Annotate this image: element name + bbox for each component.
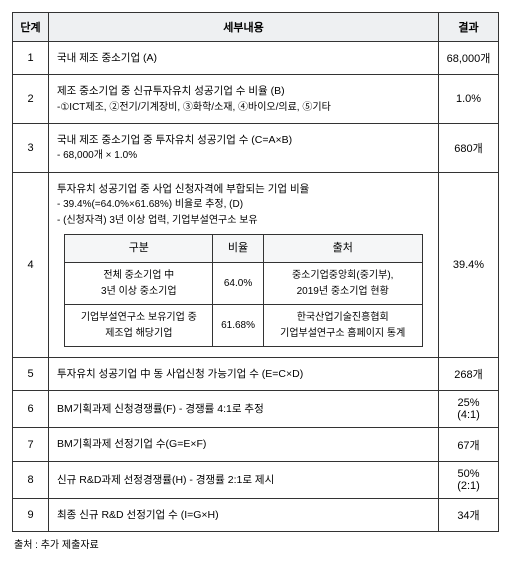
detail-line: 신규 R&D과제 선정경쟁률(H) - 경쟁률 2:1로 제시 — [57, 472, 430, 488]
result-cell: 39.4% — [439, 172, 499, 357]
inner-cell: 64.0% — [213, 263, 264, 305]
table-row: 9 최종 신규 R&D 선정기업 수 (I=G×H) 34개 — [13, 498, 499, 531]
main-table: 단계 세부내용 결과 1국내 제조 중소기업 (A)68,000개2제조 중소기… — [12, 12, 499, 532]
step-cell: 7 — [13, 428, 49, 461]
table-row: 2제조 중소기업 중 신규투자유치 성공기업 수 비율 (B)-①ICT제조, … — [13, 75, 499, 124]
step-cell: 2 — [13, 75, 49, 124]
inner-cell: 기업부설연구소 보유기업 중 제조업 해당기업 — [65, 305, 213, 347]
inner-header: 비율 — [213, 235, 264, 263]
detail-line: - 39.4%(=64.0%×61.68%) 비율로 추정, (D) — [57, 197, 430, 213]
inner-cell: 한국산업기술진흥협회 기업부설연구소 홈페이지 통계 — [263, 305, 422, 347]
source-note: 출처 : 추가 제출자료 — [12, 536, 499, 551]
inner-table: 구분비율출처전체 중소기업 中 3년 이상 중소기업64.0%중소기업중앙회(중… — [64, 234, 422, 347]
detail-cell: 투자유치 성공기업 중 사업 신청자격에 부합되는 기업 비율- 39.4%(=… — [49, 172, 439, 357]
step-cell: 5 — [13, 358, 49, 391]
detail-cell: BM기획과제 신청경쟁률(F) - 경쟁률 4:1로 추정 — [49, 391, 439, 428]
inner-cell: 전체 중소기업 中 3년 이상 중소기업 — [65, 263, 213, 305]
table-row: 1 국내 제조 중소기업 (A) 68,000개 — [13, 42, 499, 75]
table-row: 4투자유치 성공기업 중 사업 신청자격에 부합되는 기업 비율- 39.4%(… — [13, 172, 499, 357]
header-detail: 세부내용 — [49, 13, 439, 42]
header-step: 단계 — [13, 13, 49, 42]
step-cell: 3 — [13, 124, 49, 173]
result-cell: 25% (4:1) — [439, 391, 499, 428]
step-cell: 1 — [13, 42, 49, 75]
step-cell: 8 — [13, 461, 49, 498]
detail-cell: 국내 제조 중소기업 중 투자유치 성공기업 수 (C=A×B)- 68,000… — [49, 124, 439, 173]
table-row: 7 BM기획과제 선정기업 수(G=E×F) 67개 — [13, 428, 499, 461]
result-cell: 67개 — [439, 428, 499, 461]
result-cell: 1.0% — [439, 75, 499, 124]
table-row: 6 BM기획과제 신청경쟁률(F) - 경쟁률 4:1로 추정 25% (4:1) — [13, 391, 499, 428]
inner-header: 구분 — [65, 235, 213, 263]
detail-line: 국내 제조 중소기업 중 투자유치 성공기업 수 (C=A×B) — [57, 132, 430, 148]
detail-cell: 국내 제조 중소기업 (A) — [49, 42, 439, 75]
result-cell: 680개 — [439, 124, 499, 173]
header-result: 결과 — [439, 13, 499, 42]
detail-cell: 최종 신규 R&D 선정기업 수 (I=G×H) — [49, 498, 439, 531]
inner-cell: 중소기업중앙회(중기부), 2019년 중소기업 현황 — [263, 263, 422, 305]
result-cell: 68,000개 — [439, 42, 499, 75]
detail-cell: BM기획과제 선정기업 수(G=E×F) — [49, 428, 439, 461]
detail-line: - 68,000개 × 1.0% — [57, 148, 430, 164]
detail-line: - (신청자격) 3년 이상 업력, 기업부설연구소 보유 — [57, 213, 430, 229]
detail-line: BM기획과제 신청경쟁률(F) - 경쟁률 4:1로 추정 — [57, 401, 430, 417]
result-cell: 268개 — [439, 358, 499, 391]
step-cell: 4 — [13, 172, 49, 357]
step-cell: 9 — [13, 498, 49, 531]
step-cell: 6 — [13, 391, 49, 428]
detail-line: 제조 중소기업 중 신규투자유치 성공기업 수 비율 (B) — [57, 83, 430, 99]
detail-line: 국내 제조 중소기업 (A) — [57, 50, 430, 66]
detail-line: -①ICT제조, ②전기/기계장비, ③화학/소재, ④바이오/의료, ⑤기타 — [57, 100, 430, 116]
detail-cell: 신규 R&D과제 선정경쟁률(H) - 경쟁률 2:1로 제시 — [49, 461, 439, 498]
table-row: 5 투자유치 성공기업 中 동 사업신청 가능기업 수 (E=C×D) 268개 — [13, 358, 499, 391]
detail-line: 최종 신규 R&D 선정기업 수 (I=G×H) — [57, 507, 430, 523]
detail-line: 투자유치 성공기업 중 사업 신청자격에 부합되는 기업 비율 — [57, 181, 430, 197]
detail-line: 투자유치 성공기업 中 동 사업신청 가능기업 수 (E=C×D) — [57, 366, 430, 382]
detail-cell: 제조 중소기업 중 신규투자유치 성공기업 수 비율 (B)-①ICT제조, ②… — [49, 75, 439, 124]
inner-header: 출처 — [263, 235, 422, 263]
result-cell: 50% (2:1) — [439, 461, 499, 498]
detail-cell: 투자유치 성공기업 中 동 사업신청 가능기업 수 (E=C×D) — [49, 358, 439, 391]
result-cell: 34개 — [439, 498, 499, 531]
table-row: 8 신규 R&D과제 선정경쟁률(H) - 경쟁률 2:1로 제시 50% (2:1… — [13, 461, 499, 498]
inner-cell: 61.68% — [213, 305, 264, 347]
table-row: 3국내 제조 중소기업 중 투자유치 성공기업 수 (C=A×B)- 68,00… — [13, 124, 499, 173]
detail-line: BM기획과제 선정기업 수(G=E×F) — [57, 436, 430, 452]
